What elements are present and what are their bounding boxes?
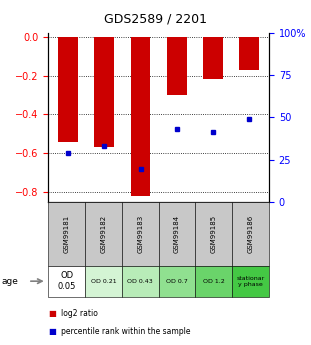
Text: age: age	[2, 277, 18, 286]
Bar	[167, 37, 187, 95]
Text: stationar
y phase: stationar y phase	[236, 276, 265, 287]
Text: GSM99186: GSM99186	[248, 215, 253, 253]
Text: ■: ■	[48, 327, 56, 336]
Text: GSM99184: GSM99184	[174, 215, 180, 253]
Text: OD
0.05: OD 0.05	[58, 272, 76, 291]
Bar	[239, 37, 259, 70]
Text: GSM99181: GSM99181	[64, 215, 70, 253]
Text: GSM99183: GSM99183	[137, 215, 143, 253]
Text: GDS2589 / 2201: GDS2589 / 2201	[104, 12, 207, 25]
Bar	[203, 37, 223, 79]
Text: OD 1.2: OD 1.2	[203, 279, 225, 284]
Bar	[131, 37, 151, 196]
Text: OD 0.21: OD 0.21	[91, 279, 116, 284]
Text: OD 0.7: OD 0.7	[166, 279, 188, 284]
Text: ■: ■	[48, 309, 56, 318]
Text: percentile rank within the sample: percentile rank within the sample	[61, 327, 190, 336]
Text: GSM99182: GSM99182	[100, 215, 106, 253]
Text: log2 ratio: log2 ratio	[61, 309, 98, 318]
Bar	[58, 37, 78, 141]
Text: OD 0.43: OD 0.43	[127, 279, 153, 284]
Text: GSM99185: GSM99185	[211, 215, 217, 253]
Bar	[94, 37, 114, 147]
